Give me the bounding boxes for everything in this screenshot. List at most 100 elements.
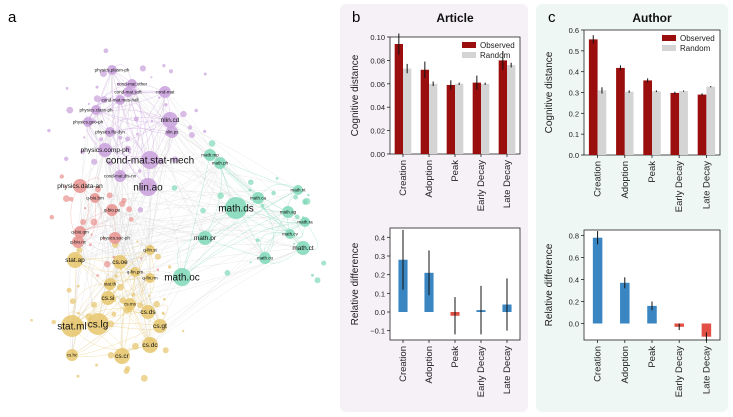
network-edge: [87, 109, 171, 123]
panel-letter-a: a: [8, 9, 17, 26]
y-tick-label: 0.1: [569, 130, 579, 139]
network-node: [104, 261, 111, 268]
network-node: [204, 149, 216, 161]
network-node: [127, 79, 137, 89]
y-tick-label: 0.0: [569, 320, 579, 329]
x-tick-label: Late Decay: [701, 161, 712, 209]
bar-random: [679, 91, 688, 155]
network-node-label: cs.ds: [140, 309, 156, 316]
network-node: [126, 206, 132, 213]
network-node: [162, 313, 165, 316]
bar-random: [597, 90, 607, 155]
network-edge: [169, 119, 237, 209]
network-edge: [79, 99, 121, 233]
network-edge: [111, 69, 211, 156]
network-node: [181, 329, 185, 333]
network-node-label: q-bio.qm: [71, 230, 89, 235]
network-edge: [209, 154, 299, 191]
legend-label: Observed: [480, 41, 515, 50]
y-tick-label: 0.0: [375, 308, 385, 317]
network-node: [101, 99, 106, 103]
network-node: [293, 242, 296, 245]
panel-letter-c: c: [548, 9, 556, 26]
network-node: [95, 186, 101, 193]
y-axis-label: Relative difference: [544, 243, 555, 326]
network-edge: [119, 159, 151, 263]
network-edge: [109, 162, 221, 285]
y-tick-label: 0.3: [569, 89, 579, 98]
network-node: [153, 300, 160, 308]
network-node: [138, 169, 142, 173]
network-edge: [131, 83, 306, 223]
bar-random: [403, 68, 412, 154]
network-node: [203, 72, 207, 76]
network-node: [194, 108, 198, 113]
network-edge: [171, 131, 291, 235]
bar-random: [652, 91, 661, 155]
y-tick-label: 0.6: [569, 26, 579, 35]
network-node: [76, 247, 83, 254]
network-edge: [147, 162, 221, 313]
network-node: [115, 95, 125, 105]
legend-swatch: [462, 52, 476, 58]
network-node: [203, 129, 207, 133]
network-node: [150, 76, 153, 79]
network-node: [162, 112, 178, 128]
network-node: [188, 132, 195, 138]
network-node: [200, 207, 206, 214]
network-edge: [119, 91, 166, 177]
network-node: [140, 374, 148, 382]
network-node-label: cs.gt: [153, 323, 167, 330]
x-tick-label: Creation: [398, 346, 409, 382]
network-edge: [149, 247, 304, 346]
network-edge: [141, 91, 166, 188]
y-tick-label: 0.02: [370, 127, 385, 136]
network-node: [89, 243, 92, 247]
network-node-label: math.co: [257, 256, 274, 261]
legend-swatch: [462, 42, 476, 48]
bar-observed: [588, 39, 598, 155]
y-tick-label: 0.6: [569, 254, 579, 263]
network-node: [51, 319, 56, 325]
network-node: [77, 312, 80, 315]
bar-observed: [472, 82, 481, 154]
network-node: [249, 261, 252, 264]
network-edge: [77, 221, 306, 244]
y-tick-label: 0.5: [569, 47, 579, 56]
network-edge: [79, 185, 206, 239]
network-minor-nodes: [30, 48, 327, 382]
network-node: [83, 117, 93, 127]
network-node: [208, 140, 216, 147]
network-node: [141, 151, 159, 169]
network-edge: [79, 131, 111, 233]
network-node: [100, 70, 107, 77]
x-tick-label: Peak: [450, 346, 461, 368]
network-node: [173, 268, 191, 286]
network-edge: [79, 185, 136, 273]
network-node: [137, 302, 143, 309]
y-tick-label: 0.2: [569, 109, 579, 118]
network-node: [293, 185, 303, 195]
network-node: [123, 87, 133, 97]
network-node: [294, 214, 300, 220]
network-edge: [119, 91, 166, 263]
y-axis-label: Relative difference: [350, 242, 361, 325]
network-node: [106, 192, 113, 199]
network-node-label: math.pr: [194, 235, 217, 242]
network-node: [93, 95, 101, 103]
network-node: [113, 255, 127, 269]
network-edge: [129, 247, 304, 305]
network-node: [136, 240, 139, 243]
network-node: [106, 204, 118, 216]
network-edge: [79, 119, 171, 187]
network-node: [307, 193, 310, 197]
network-edge: [79, 185, 109, 299]
network-node: [63, 195, 70, 203]
network-node-label: nlin.cd: [161, 117, 180, 124]
network-node: [47, 128, 51, 133]
bar-observed: [670, 92, 680, 155]
network-node: [198, 231, 212, 245]
network-edge: [95, 109, 136, 273]
network-edge: [164, 91, 237, 209]
x-tick-label: Adoption: [424, 346, 435, 384]
